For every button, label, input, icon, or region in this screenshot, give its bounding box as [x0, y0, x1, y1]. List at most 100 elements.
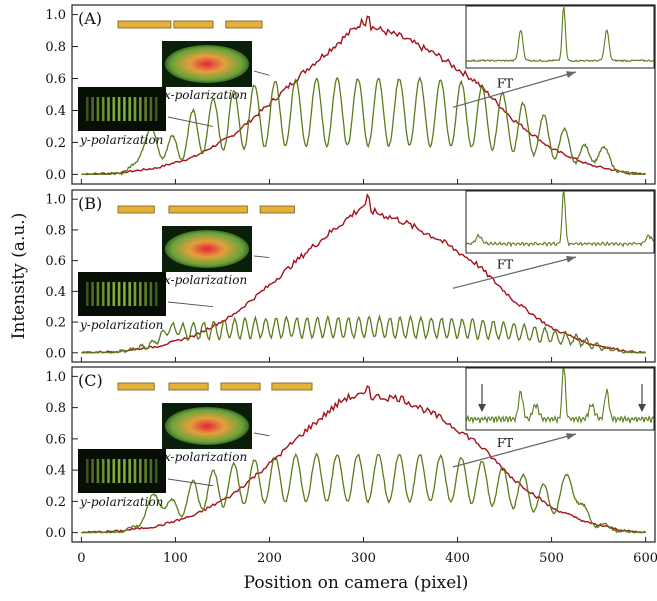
y-fringe — [112, 459, 116, 483]
series-y-polarization — [81, 76, 646, 176]
y-fringe — [86, 282, 89, 306]
series-x-polarization — [81, 193, 646, 354]
y-fringe — [144, 282, 147, 306]
ft-arrow — [452, 433, 577, 468]
y-fringe — [128, 459, 131, 483]
y-polarization-label: y-polarization — [79, 318, 163, 332]
ft-spectrum — [465, 368, 655, 425]
x-polarization-label: x-polarization — [164, 450, 247, 464]
x-polarization-image — [165, 407, 249, 445]
leader-line — [167, 478, 214, 487]
y-fringe — [133, 97, 137, 121]
series-y-polarization — [81, 452, 647, 534]
slit-bar — [220, 382, 261, 391]
y-polarization-image-bg — [78, 272, 166, 316]
panel-label: (B) — [78, 194, 102, 213]
slit-bar — [168, 205, 248, 214]
y-fringe — [112, 97, 116, 121]
series-x-polarization — [81, 385, 646, 534]
slit-bar — [225, 20, 263, 29]
y-tick-label: 0.0 — [45, 526, 66, 541]
ft-arrowhead — [566, 433, 576, 440]
x-polarization-label: x-polarization — [164, 88, 247, 102]
y-polarization-label: y-polarization — [79, 495, 163, 509]
y-fringe — [123, 97, 126, 121]
ft-spectrum — [465, 6, 655, 63]
ft-label: FT — [497, 257, 513, 271]
ft-arrowhead — [566, 255, 576, 263]
y-tick-label: 0.0 — [45, 168, 66, 183]
y-fringe — [91, 459, 94, 483]
y-tick-label: 1.0 — [45, 8, 66, 23]
ft-inset — [465, 5, 655, 69]
y-fringe — [101, 282, 105, 306]
slit-bar — [117, 20, 172, 29]
ft-label: FT — [497, 436, 513, 450]
y-fringe — [144, 97, 147, 121]
y-tick-label: 1.0 — [45, 370, 66, 385]
y-fringe — [101, 459, 105, 483]
leader-line — [253, 432, 270, 437]
y-fringe — [128, 282, 131, 306]
y-tick-label: 0.6 — [45, 254, 66, 269]
x-polarization-label: x-polarization — [164, 273, 247, 287]
y-fringe — [117, 459, 121, 483]
y-tick-label: 0.2 — [45, 136, 66, 151]
y-tick-label: 0.4 — [45, 104, 66, 119]
panel-2: 0.0 0.2 0.4 0.6 0.8 1.0 (C) x-polarization y-pol… — [45, 366, 656, 543]
y-tick-label: 0.0 — [45, 346, 66, 361]
slit-bar — [259, 205, 295, 214]
slit-bar — [173, 20, 214, 29]
y-fringe — [154, 97, 158, 121]
panel-1: 0.0 0.2 0.4 0.6 0.8 1.0 (B) x-polarization y-pol… — [45, 189, 656, 363]
y-fringe — [139, 282, 142, 306]
y-fringe — [101, 97, 105, 121]
y-fringe — [144, 459, 147, 483]
y-tick-label: 0.6 — [45, 432, 66, 447]
y-fringe — [96, 459, 100, 483]
marker-arrowhead — [638, 404, 646, 412]
y-tick-label: 0.8 — [45, 401, 66, 416]
y-fringe — [86, 97, 89, 121]
y-tick-label: 0.8 — [45, 40, 66, 55]
x-axis-title: Position on camera (pixel) — [244, 573, 469, 593]
y-tick-label: 0.8 — [45, 223, 66, 238]
y-tick-label: 0.4 — [45, 464, 66, 479]
ft-inset-frame — [465, 5, 655, 69]
x-tick-label: 100 — [163, 551, 188, 566]
y-fringe — [133, 459, 137, 483]
y-tick-label: 1.0 — [45, 193, 66, 208]
y-fringe — [149, 282, 153, 306]
y-fringe — [133, 282, 137, 306]
x-polarization-image — [165, 230, 249, 268]
y-fringe — [96, 282, 100, 306]
slit-bar — [168, 382, 209, 391]
y-tick-label: 0.2 — [45, 495, 66, 510]
x-tick-label: 600 — [633, 551, 657, 566]
x-polarization-image — [165, 45, 249, 83]
y-fringe — [154, 459, 158, 483]
y-polarization-image-bg — [78, 449, 166, 493]
ft-inset — [465, 367, 655, 431]
series-y-polarization — [81, 314, 646, 354]
y-tick-label: 0.2 — [45, 316, 66, 331]
ft-arrowhead — [566, 71, 576, 78]
y-fringe — [96, 97, 100, 121]
marker-arrowhead — [478, 404, 486, 412]
y-fringe — [139, 97, 142, 121]
ft-inset — [465, 190, 655, 254]
y-fringe — [112, 282, 116, 306]
y-tick-label: 0.4 — [45, 285, 66, 300]
y-fringe — [117, 97, 121, 121]
panel-label: (A) — [78, 9, 102, 28]
x-tick-label: 0 — [77, 551, 85, 566]
ft-label: FT — [497, 76, 513, 90]
y-fringe — [107, 282, 110, 306]
y-fringe — [86, 459, 89, 483]
ft-arrow — [452, 71, 577, 108]
y-polarization-label: y-polarization — [79, 133, 163, 147]
y-fringe — [107, 459, 110, 483]
slit-bar — [271, 382, 313, 391]
leader-line — [253, 255, 270, 259]
